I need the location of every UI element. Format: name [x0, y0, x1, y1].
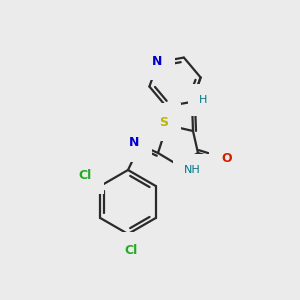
Text: N: N	[152, 55, 163, 68]
Text: NH: NH	[184, 165, 200, 175]
Text: O: O	[222, 152, 232, 166]
Text: Cl: Cl	[78, 169, 92, 182]
Text: N: N	[129, 136, 139, 149]
Text: H: H	[199, 95, 207, 105]
Text: Cl: Cl	[124, 244, 138, 257]
Text: S: S	[160, 116, 169, 128]
